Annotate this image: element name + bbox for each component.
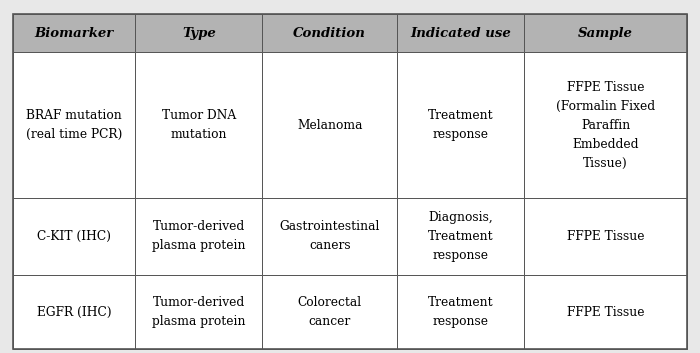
Bar <box>262 198 397 275</box>
Text: FFPE Tissue
(Formalin Fixed
Paraffin
Embedded
Tissue): FFPE Tissue (Formalin Fixed Paraffin Emb… <box>556 81 655 170</box>
Bar <box>135 52 262 198</box>
Text: Indicated use: Indicated use <box>410 27 511 40</box>
Bar <box>397 14 524 52</box>
Text: BRAF mutation
(real time PCR): BRAF mutation (real time PCR) <box>26 109 122 141</box>
Text: Type: Type <box>182 27 216 40</box>
Bar <box>524 275 687 349</box>
Text: EGFR (IHC): EGFR (IHC) <box>36 306 111 318</box>
Bar <box>13 275 135 349</box>
Bar <box>13 198 135 275</box>
Text: Treatment
response: Treatment response <box>428 296 494 328</box>
Text: Condition: Condition <box>293 27 366 40</box>
Bar <box>524 198 687 275</box>
Text: Sample: Sample <box>578 27 634 40</box>
Bar <box>135 14 262 52</box>
Bar <box>397 275 524 349</box>
Text: Tumor-derived
plasma protein: Tumor-derived plasma protein <box>152 221 246 252</box>
Bar <box>524 14 687 52</box>
Bar <box>262 275 397 349</box>
Bar <box>397 198 524 275</box>
Bar <box>13 14 135 52</box>
Text: Treatment
response: Treatment response <box>428 109 494 141</box>
Text: Tumor-derived
plasma protein: Tumor-derived plasma protein <box>152 296 246 328</box>
Text: Colorectal
cancer: Colorectal cancer <box>298 296 362 328</box>
Text: Melanoma: Melanoma <box>297 119 363 132</box>
Bar <box>524 52 687 198</box>
Bar <box>262 52 397 198</box>
Bar <box>135 275 262 349</box>
Bar <box>262 14 397 52</box>
Bar <box>135 198 262 275</box>
Text: Tumor DNA
mutation: Tumor DNA mutation <box>162 109 236 141</box>
Text: Gastrointestinal
caners: Gastrointestinal caners <box>279 221 380 252</box>
Bar <box>397 52 524 198</box>
Bar <box>13 52 135 198</box>
Text: C-KIT (IHC): C-KIT (IHC) <box>37 230 111 243</box>
Text: Biomarker: Biomarker <box>34 27 113 40</box>
Text: FFPE Tissue: FFPE Tissue <box>567 230 645 243</box>
Text: FFPE Tissue: FFPE Tissue <box>567 306 645 318</box>
Text: Diagnosis,
Treatment
response: Diagnosis, Treatment response <box>428 211 494 262</box>
